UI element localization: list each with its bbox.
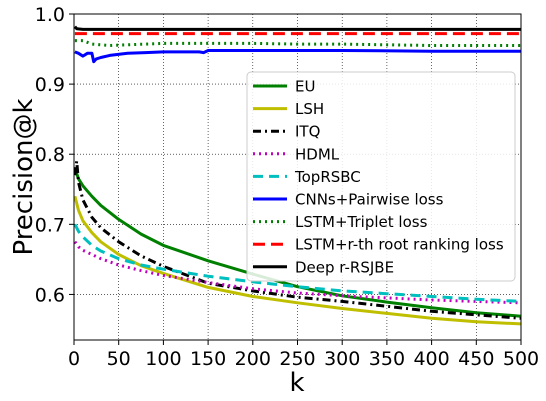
legend-label: TopRSBC bbox=[294, 168, 361, 186]
x-tick-label: 250 bbox=[279, 348, 315, 370]
series-line-2 bbox=[73, 195, 522, 326]
x-tick-label: 50 bbox=[107, 348, 131, 370]
legend-label: EU bbox=[295, 78, 315, 96]
legend-label: LSTM+Triplet loss bbox=[295, 213, 428, 231]
series-lines bbox=[73, 25, 522, 326]
legend-box bbox=[246, 71, 516, 282]
y-tick-label: 0.8 bbox=[35, 144, 65, 166]
x-tick-label: 100 bbox=[145, 348, 181, 370]
series-line-6 bbox=[74, 49, 521, 64]
x-tick-label: 300 bbox=[324, 348, 360, 370]
x-tick-label: 0 bbox=[68, 348, 80, 370]
legend-label: ITQ bbox=[295, 123, 320, 141]
legend-label: LSH bbox=[295, 100, 324, 118]
x-tick-label: 200 bbox=[235, 348, 271, 370]
series-line-1 bbox=[73, 167, 522, 318]
legend: EU LSH ITQ HDML TopRSBC CNNs+Pairwise loss LST… bbox=[246, 71, 516, 282]
legend-label: Deep r-RSJBE bbox=[295, 258, 394, 276]
axis-ticks: 0 50 100 150 200 250 300 350 400 450 500 0.6 0.7 0.8 0… bbox=[35, 4, 539, 370]
series-line-4 bbox=[73, 240, 522, 305]
series-line-3 bbox=[73, 159, 522, 320]
y-tick-label: 1.0 bbox=[35, 4, 65, 26]
y-axis-label: Precision@k bbox=[9, 98, 39, 255]
x-axis-label: k bbox=[289, 368, 304, 398]
x-tick-label: 150 bbox=[190, 348, 226, 370]
series-line-7 bbox=[74, 39, 521, 47]
y-tick-label: 0.7 bbox=[35, 214, 65, 236]
legend-label: CNNs+Pairwise loss bbox=[295, 191, 444, 209]
x-tick-label: 400 bbox=[413, 348, 449, 370]
y-tick-label: 0.9 bbox=[35, 74, 65, 96]
x-tick-label: 450 bbox=[458, 348, 494, 370]
series-line-9 bbox=[73, 25, 521, 31]
series-line-5 bbox=[73, 223, 522, 303]
legend-label: HDML bbox=[295, 145, 340, 163]
x-tick-label: 500 bbox=[503, 348, 539, 370]
y-tick-label: 0.6 bbox=[35, 284, 65, 306]
legend-label: LSTM+r-th root ranking loss bbox=[295, 236, 504, 254]
x-tick-label: 350 bbox=[369, 348, 405, 370]
